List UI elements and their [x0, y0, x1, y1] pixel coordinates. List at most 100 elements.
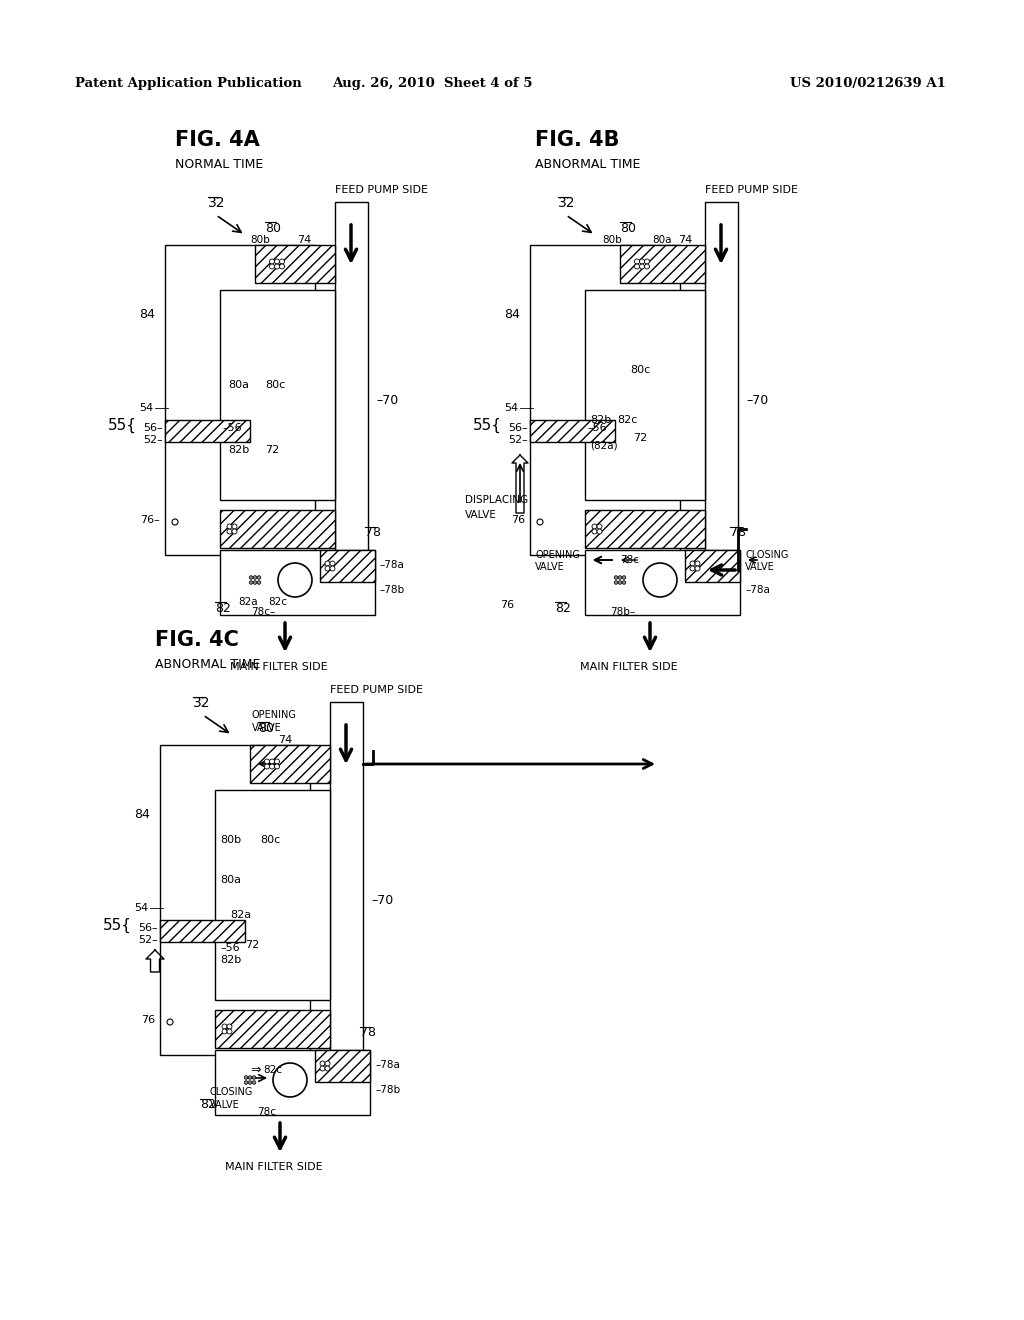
Circle shape [644, 264, 649, 269]
Circle shape [269, 764, 274, 770]
Text: NORMAL TIME: NORMAL TIME [175, 158, 263, 172]
Circle shape [592, 529, 597, 535]
Circle shape [537, 519, 543, 525]
Circle shape [274, 259, 280, 264]
Bar [215, 789, 330, 1001]
Bar [530, 420, 615, 442]
Circle shape [172, 519, 178, 525]
Bar [160, 920, 245, 942]
Text: VALVE: VALVE [535, 562, 565, 572]
Circle shape [227, 529, 232, 535]
Text: US 2010/0212639 A1: US 2010/0212639 A1 [790, 77, 946, 90]
Text: 78: 78 [360, 1027, 376, 1040]
Text: 72: 72 [245, 940, 259, 950]
Text: 56–: 56– [143, 422, 163, 433]
Text: 76: 76 [511, 515, 525, 525]
Circle shape [614, 581, 617, 585]
Circle shape [264, 759, 269, 764]
Text: MAIN FILTER SIDE: MAIN FILTER SIDE [225, 1162, 323, 1172]
Text: 52–: 52– [508, 436, 528, 445]
Text: VALVE: VALVE [465, 510, 497, 520]
Text: 80c: 80c [265, 380, 286, 389]
Text: ⇒: ⇒ [250, 1064, 260, 1077]
Bar [330, 702, 362, 1092]
Text: 82a: 82a [238, 597, 258, 607]
Text: 78c–: 78c– [251, 607, 275, 616]
Bar [585, 550, 740, 615]
Text: –70: –70 [371, 894, 393, 907]
Bar [335, 202, 368, 572]
Text: 78: 78 [730, 527, 746, 540]
Circle shape [248, 1081, 252, 1084]
Text: 76–: 76– [140, 515, 160, 525]
Circle shape [269, 264, 274, 269]
Text: FIG. 4C: FIG. 4C [155, 630, 239, 649]
Bar [585, 290, 705, 500]
Bar [685, 550, 740, 582]
Text: FEED PUMP SIDE: FEED PUMP SIDE [335, 185, 428, 195]
Circle shape [690, 561, 695, 566]
Bar [160, 744, 310, 1055]
Bar [220, 550, 375, 615]
Bar [220, 510, 335, 548]
Text: 76: 76 [141, 1015, 155, 1026]
Text: 82c: 82c [617, 414, 637, 425]
Text: 84: 84 [504, 309, 520, 322]
Circle shape [244, 1081, 248, 1084]
Bar [220, 290, 335, 500]
Text: 52–: 52– [138, 935, 158, 945]
Circle shape [248, 1076, 252, 1080]
Circle shape [244, 1076, 248, 1080]
Circle shape [325, 1061, 330, 1067]
Circle shape [273, 1063, 307, 1097]
Circle shape [249, 576, 253, 579]
Circle shape [232, 524, 237, 529]
Circle shape [232, 529, 237, 535]
Bar [250, 744, 330, 783]
Circle shape [618, 581, 622, 585]
Text: 56–: 56– [138, 923, 158, 933]
Circle shape [252, 1081, 256, 1084]
Circle shape [644, 259, 649, 264]
Text: OPENING: OPENING [252, 710, 297, 719]
Text: ABNORMAL TIME: ABNORMAL TIME [535, 158, 640, 172]
Circle shape [614, 576, 617, 579]
Circle shape [264, 764, 269, 770]
Text: 54: 54 [134, 903, 148, 913]
Circle shape [623, 576, 626, 579]
Text: –56: –56 [222, 422, 242, 433]
Circle shape [640, 259, 644, 264]
Circle shape [635, 259, 640, 264]
Bar [165, 420, 250, 442]
Text: 82b: 82b [590, 414, 611, 425]
Circle shape [280, 264, 285, 269]
Circle shape [274, 759, 280, 764]
Bar [319, 550, 375, 582]
Text: 55{: 55{ [473, 417, 502, 433]
Text: 74: 74 [278, 735, 292, 744]
Text: 84: 84 [134, 808, 150, 821]
Circle shape [330, 561, 335, 566]
Text: –70: –70 [376, 393, 398, 407]
Bar [165, 246, 315, 554]
Text: FEED PUMP SIDE: FEED PUMP SIDE [705, 185, 798, 195]
Text: 72: 72 [265, 445, 280, 455]
Text: –78a: –78a [375, 1060, 400, 1071]
Text: CLOSING: CLOSING [745, 550, 788, 560]
Text: 74: 74 [297, 235, 311, 246]
Text: VALVE: VALVE [745, 562, 775, 572]
Text: 82c: 82c [263, 1065, 282, 1074]
Circle shape [690, 566, 695, 572]
Text: 80b: 80b [250, 235, 269, 246]
Text: 32: 32 [193, 696, 211, 710]
Text: 74: 74 [678, 235, 692, 246]
Circle shape [274, 764, 280, 770]
Circle shape [623, 581, 626, 585]
Circle shape [274, 264, 280, 269]
Bar [255, 246, 335, 282]
Text: 78: 78 [365, 527, 381, 540]
Text: 80a: 80a [652, 235, 672, 246]
Circle shape [592, 524, 597, 529]
Text: –56: –56 [587, 422, 606, 433]
Circle shape [330, 566, 335, 572]
